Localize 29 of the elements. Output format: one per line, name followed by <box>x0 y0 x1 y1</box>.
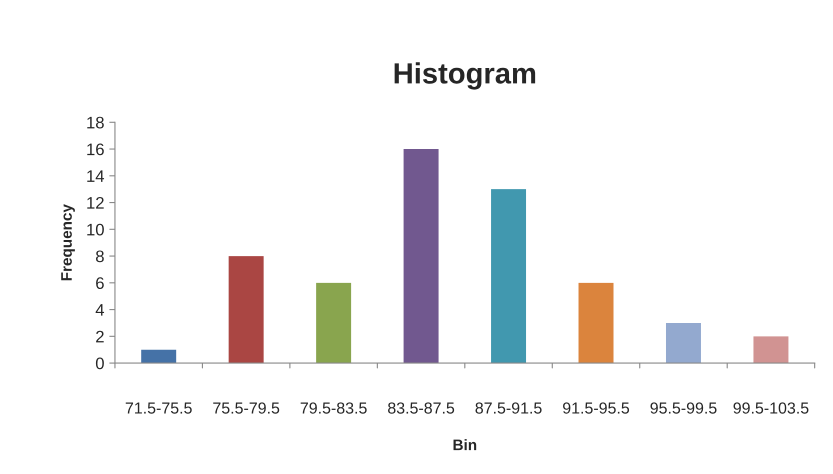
y-tick-label: 4 <box>96 304 104 316</box>
y-tick-label: 6 <box>96 277 104 290</box>
y-tick-label: 2 <box>96 330 104 342</box>
y-tick-label: 10 <box>87 224 104 236</box>
x-tick-label: 79.5-83.5 <box>300 402 367 414</box>
bar <box>228 256 264 364</box>
x-tick-label: 99.5-103.5 <box>734 402 808 414</box>
y-tick-label: 8 <box>96 250 104 262</box>
bar <box>316 282 352 364</box>
bar <box>666 322 701 364</box>
bar <box>141 350 176 364</box>
y-tick-label: 12 <box>87 196 104 209</box>
chart-title: Histogram <box>394 62 536 90</box>
x-tick-label: 87.5-91.5 <box>476 402 542 414</box>
x-tick-label: 83.5-87.5 <box>388 402 454 414</box>
bar <box>578 282 614 364</box>
bar <box>404 149 439 364</box>
y-tick-label: 18 <box>87 116 104 128</box>
y-tick-label: 0 <box>96 357 104 370</box>
bar <box>753 336 788 364</box>
bar <box>491 189 526 364</box>
x-tick-label: 91.5-95.5 <box>563 402 630 414</box>
x-tick-label: 75.5-79.5 <box>213 402 280 414</box>
y-axis-title: Frequency <box>61 204 75 280</box>
y-tick-label: 14 <box>87 170 104 182</box>
x-axis-title: Bin <box>454 439 476 450</box>
y-tick-label: 16 <box>87 143 104 156</box>
x-tick-label: 71.5-75.5 <box>126 402 192 414</box>
x-tick-label: 95.5-99.5 <box>650 402 717 414</box>
